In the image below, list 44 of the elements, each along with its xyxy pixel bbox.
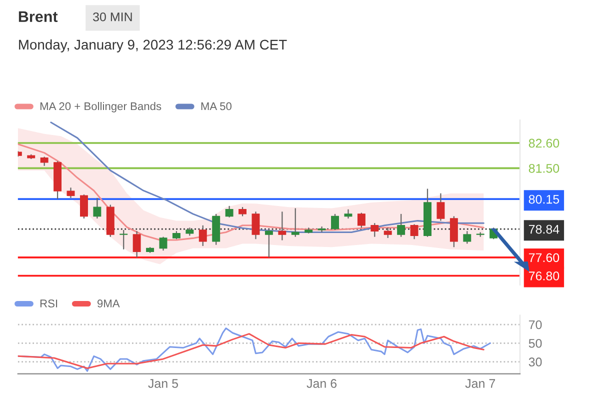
legend-label: 9MA xyxy=(97,300,120,308)
candlestick xyxy=(357,212,366,228)
candlestick xyxy=(120,229,128,250)
candlestick xyxy=(264,229,273,258)
y-tick-label: 80.15 xyxy=(528,194,560,204)
candlestick xyxy=(384,227,392,239)
candlestick xyxy=(93,197,102,220)
chart-title: Brent xyxy=(18,11,58,22)
candlestick xyxy=(463,230,472,244)
candlestick xyxy=(132,230,141,258)
y-tick-label: 70 xyxy=(528,320,542,330)
line-series xyxy=(18,333,484,370)
candlestick xyxy=(278,211,286,241)
candlestick xyxy=(370,222,379,238)
candlestick xyxy=(252,211,260,240)
y-tick-label: 30 xyxy=(528,358,542,366)
candlestick xyxy=(225,205,234,218)
text: 30 MIN xyxy=(93,12,132,22)
candlestick xyxy=(238,206,247,217)
x-tick-label: Jan 6 xyxy=(306,379,337,388)
candlestick xyxy=(198,224,207,247)
x-tick-label: Jan 5 xyxy=(148,379,178,388)
candlestick xyxy=(344,208,352,220)
legend-label: RSI xyxy=(40,300,58,308)
x-tick-label: Jan 7 xyxy=(465,379,496,388)
candlestick xyxy=(436,192,445,222)
y-tick-label: 50 xyxy=(528,338,542,348)
candlestick xyxy=(80,194,88,220)
candlestick xyxy=(331,213,339,231)
y-tick-label: 78.84 xyxy=(528,224,560,234)
legend-label: MA 20 + Bollinger Bands xyxy=(40,102,162,112)
candlestick xyxy=(450,216,458,248)
y-tick-label: 81.50 xyxy=(528,164,560,173)
candlestick xyxy=(159,236,168,252)
y-tick-label: 76.80 xyxy=(528,272,560,280)
y-tick-label: 82.60 xyxy=(528,138,560,148)
candlestick xyxy=(410,224,418,240)
candlestick xyxy=(397,213,406,238)
y-tick-label: 77.60 xyxy=(528,253,560,262)
candlestick xyxy=(40,156,48,166)
candlestick xyxy=(291,208,300,238)
chart-subtitle: Monday, January 9, 2023 12:56:29 AM CET xyxy=(19,39,287,52)
legend-label: MA 50 xyxy=(201,102,232,110)
candlestick xyxy=(66,187,75,198)
